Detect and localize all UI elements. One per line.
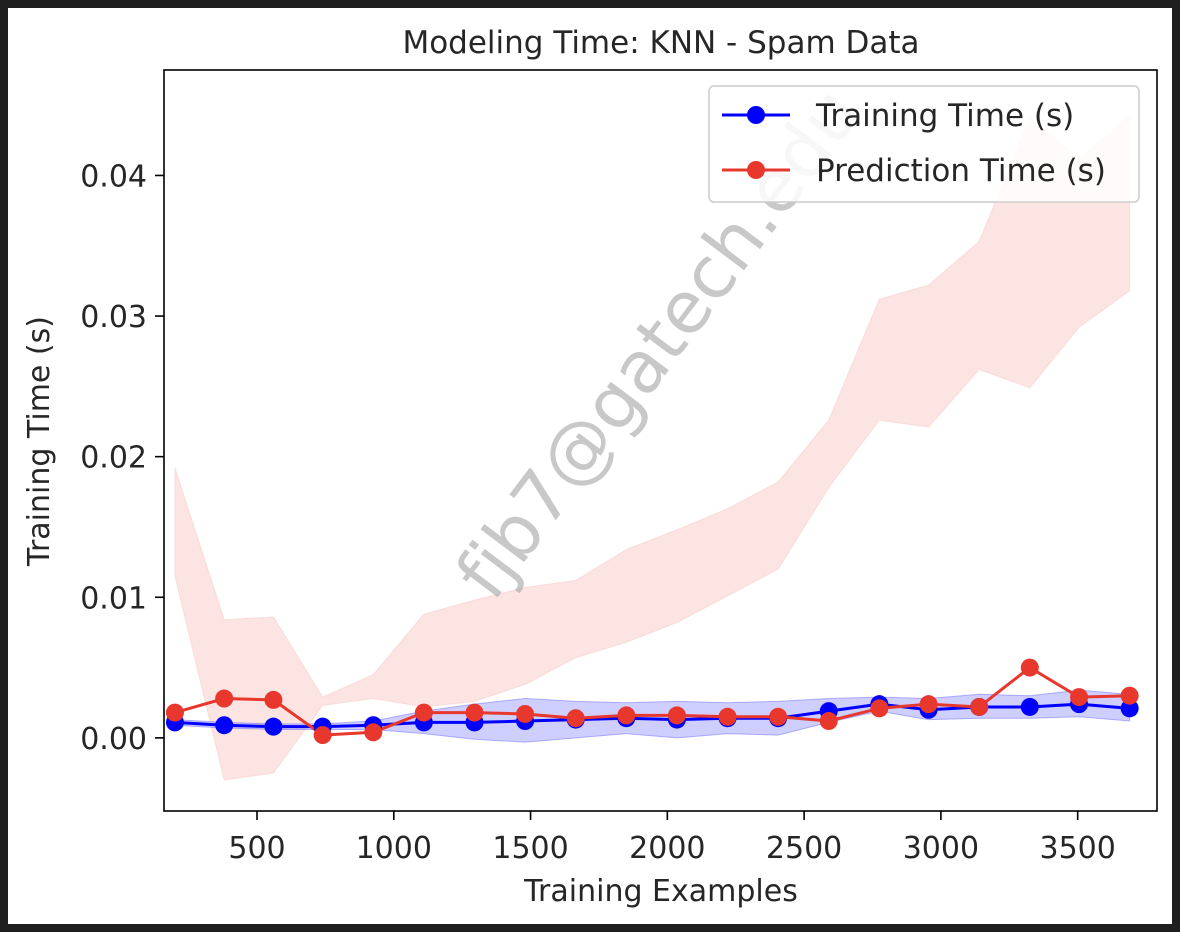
point-series-1-6 xyxy=(465,703,484,722)
x-tick-label: 1500 xyxy=(492,831,568,866)
point-series-1-7 xyxy=(516,704,535,723)
y-tick-label: 0.02 xyxy=(80,441,147,476)
x-tick-label: 500 xyxy=(228,831,285,866)
point-series-1-4 xyxy=(364,723,383,742)
point-series-1-13 xyxy=(819,712,838,731)
point-series-1-17 xyxy=(1020,658,1039,677)
legend-label-training: Training Time (s) xyxy=(815,98,1074,134)
chart-title: Modeling Time: KNN - Spam Data xyxy=(402,25,919,61)
point-series-0-2 xyxy=(264,717,283,736)
point-series-1-11 xyxy=(718,707,737,726)
y-tick-label: 0.01 xyxy=(80,581,147,616)
band-series-1 xyxy=(174,115,1131,781)
figure-canvas: Modeling Time: KNN - Spam Data fjb7@gate… xyxy=(8,8,1172,924)
axes-frame xyxy=(163,69,1158,812)
x-tick-label: 3500 xyxy=(1039,831,1115,866)
y-tick-label: 0.00 xyxy=(80,722,147,757)
legend-label-prediction: Prediction Time (s) xyxy=(816,153,1106,189)
point-series-1-0 xyxy=(165,703,184,722)
point-series-0-17 xyxy=(1020,697,1039,716)
point-series-1-1 xyxy=(215,689,234,708)
y-axis-label: Training Time (s) xyxy=(22,316,57,567)
x-tick-label: 2500 xyxy=(766,831,842,866)
point-series-1-19 xyxy=(1120,686,1139,705)
legend-marker-training xyxy=(747,106,765,124)
x-tick-label: 2000 xyxy=(629,831,705,866)
point-series-1-10 xyxy=(667,706,686,725)
x-tick-label: 1000 xyxy=(356,831,432,866)
legend-box xyxy=(708,85,1140,203)
x-axis-label: Training Examples xyxy=(523,874,798,909)
point-series-1-12 xyxy=(769,707,788,726)
point-series-1-9 xyxy=(617,706,636,725)
legend: Training Time (s) Prediction Time (s) xyxy=(708,85,1140,203)
point-series-1-16 xyxy=(970,697,989,716)
point-series-0-19 xyxy=(1120,699,1139,718)
y-tick-label: 0.03 xyxy=(80,300,147,335)
point-series-1-18 xyxy=(1070,688,1089,707)
line-chart: Modeling Time: KNN - Spam Data fjb7@gate… xyxy=(22,25,1158,909)
point-series-1-14 xyxy=(870,699,889,718)
point-series-1-15 xyxy=(919,695,938,714)
y-tick-label: 0.04 xyxy=(80,159,147,194)
point-series-1-2 xyxy=(264,690,283,709)
point-series-1-8 xyxy=(566,709,585,728)
x-tick-label: 3000 xyxy=(903,831,979,866)
point-series-0-1 xyxy=(215,716,234,735)
point-series-1-5 xyxy=(414,703,433,722)
legend-marker-prediction xyxy=(747,161,765,179)
point-series-1-3 xyxy=(313,726,332,745)
